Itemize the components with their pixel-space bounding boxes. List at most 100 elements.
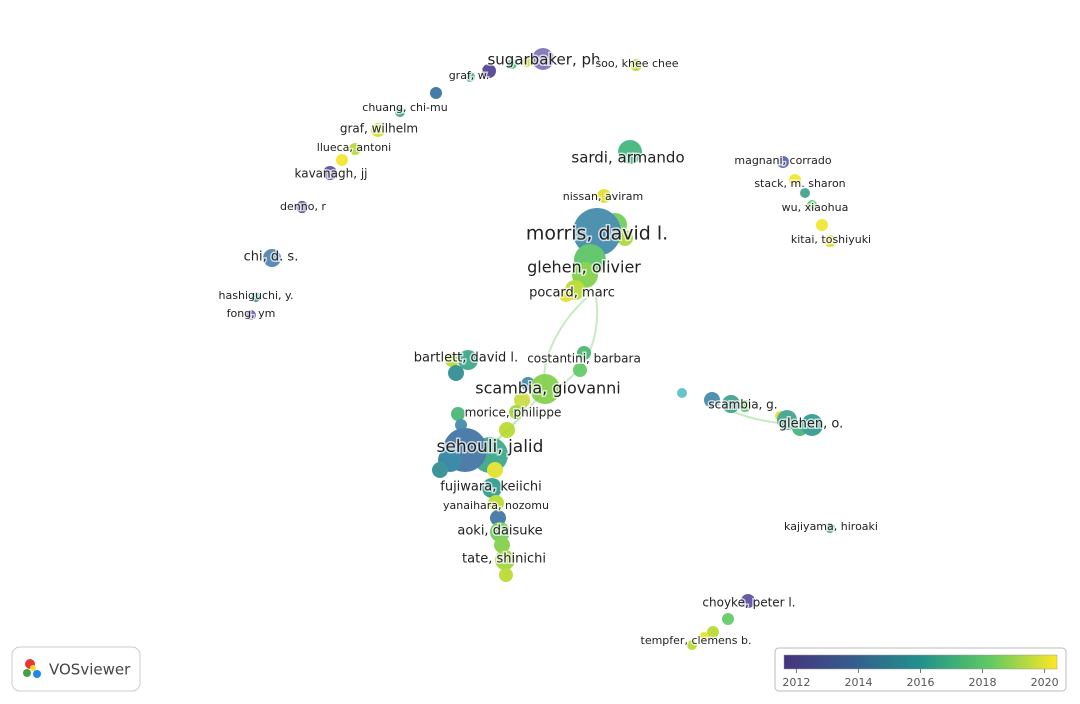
node-label: sardi, armando bbox=[571, 149, 684, 167]
node-label: morice, philippe bbox=[465, 406, 562, 420]
node-label: sehouli, jalid bbox=[437, 437, 544, 457]
node-label: glehen, olivier bbox=[527, 258, 641, 277]
node-label: wu, xiaohua bbox=[782, 201, 849, 214]
node-label: sugarbaker, ph bbox=[487, 51, 600, 69]
node-label: bartlett, david l. bbox=[414, 351, 518, 366]
node bbox=[789, 174, 801, 186]
colorbar: 2012 2014 2016 2018 2020 bbox=[774, 647, 1067, 692]
node bbox=[739, 400, 751, 412]
node bbox=[522, 57, 532, 67]
node bbox=[559, 288, 573, 302]
node bbox=[487, 462, 503, 478]
node-label: aoki, daisuke bbox=[457, 524, 542, 539]
colorbar-tick-label: 2020 bbox=[1031, 676, 1059, 689]
node bbox=[430, 87, 442, 99]
node bbox=[509, 405, 523, 419]
node-label: scambia, g. bbox=[708, 398, 777, 412]
node bbox=[741, 594, 755, 608]
node bbox=[687, 640, 697, 650]
node bbox=[246, 310, 256, 320]
node bbox=[323, 166, 337, 180]
node bbox=[490, 522, 510, 542]
node bbox=[458, 350, 478, 370]
colorbar-tick-label: 2012 bbox=[782, 676, 810, 689]
node bbox=[699, 632, 709, 642]
node-label: magnani, corrado bbox=[734, 154, 832, 167]
node bbox=[722, 395, 740, 413]
logo-icon bbox=[23, 659, 41, 678]
node bbox=[530, 374, 560, 404]
nodes bbox=[246, 48, 836, 650]
node-label: stack, m. sharon bbox=[754, 177, 845, 190]
node bbox=[451, 407, 465, 421]
node bbox=[448, 365, 464, 381]
node bbox=[618, 140, 642, 164]
node bbox=[824, 235, 836, 247]
node-label: denno, r bbox=[280, 200, 326, 213]
node bbox=[630, 59, 642, 71]
node bbox=[573, 363, 587, 377]
node bbox=[349, 143, 361, 155]
node bbox=[455, 419, 467, 431]
node bbox=[488, 495, 504, 511]
node-label: choyke, peter l. bbox=[702, 596, 795, 610]
node-label: yanaihara, nozomu bbox=[443, 499, 549, 512]
colorbar-tick-label: 2018 bbox=[969, 676, 997, 689]
node bbox=[465, 72, 475, 82]
node bbox=[677, 388, 687, 398]
node-label: llueca, antoni bbox=[317, 141, 391, 154]
node bbox=[722, 613, 734, 625]
node bbox=[251, 292, 261, 302]
node bbox=[494, 537, 510, 553]
logo: VOSviewer bbox=[11, 646, 141, 692]
node bbox=[777, 156, 789, 168]
node-label: nissan, aviram bbox=[563, 190, 643, 203]
node bbox=[371, 123, 385, 137]
node bbox=[507, 59, 517, 69]
node bbox=[707, 626, 719, 638]
node-label: tempfer, clemens b. bbox=[641, 634, 752, 647]
node bbox=[336, 154, 348, 166]
node-label: chuang, chi-mu bbox=[362, 101, 447, 114]
node bbox=[445, 353, 459, 367]
node bbox=[807, 200, 817, 210]
node bbox=[704, 392, 720, 408]
node-label: pocard, marc bbox=[529, 286, 615, 301]
node bbox=[432, 462, 448, 478]
node-label: graf, w. bbox=[449, 69, 490, 82]
node-label: fujiwara, keiichi bbox=[440, 480, 542, 495]
node-label: soo, khee chee bbox=[595, 57, 678, 70]
node bbox=[800, 188, 810, 198]
node bbox=[395, 107, 405, 117]
logo-box bbox=[11, 646, 141, 692]
node bbox=[499, 568, 513, 582]
node bbox=[490, 510, 506, 526]
node bbox=[777, 410, 797, 430]
node-label: glehen, o. bbox=[779, 417, 843, 432]
node bbox=[499, 422, 515, 438]
edges bbox=[469, 289, 813, 456]
node bbox=[514, 392, 530, 408]
colorbar-tick-label: 2014 bbox=[844, 676, 872, 689]
colorbar-gradient bbox=[783, 654, 1058, 670]
node-label: scambia, giovanni bbox=[475, 379, 621, 398]
node-label: kajiyama, hiroaki bbox=[784, 520, 878, 533]
node bbox=[573, 208, 621, 256]
node-label: tate, shinichi bbox=[462, 552, 546, 567]
node-label: graf, wilhelm bbox=[340, 122, 418, 136]
node bbox=[296, 201, 308, 213]
node bbox=[816, 219, 828, 231]
node bbox=[482, 478, 502, 498]
node bbox=[263, 249, 281, 267]
node bbox=[577, 346, 591, 360]
logo-text: VOSviewer bbox=[49, 661, 131, 679]
node-label: fong, ym bbox=[227, 307, 276, 320]
node bbox=[801, 414, 823, 436]
node-label: kitai, toshiyuki bbox=[791, 233, 871, 246]
colorbar-tick-label: 2016 bbox=[907, 676, 935, 689]
node-label: hashiguchi, y. bbox=[219, 289, 294, 302]
node-label: morris, david l. bbox=[526, 223, 668, 245]
node bbox=[495, 550, 515, 570]
node-label: kavanagh, jj bbox=[294, 167, 367, 181]
